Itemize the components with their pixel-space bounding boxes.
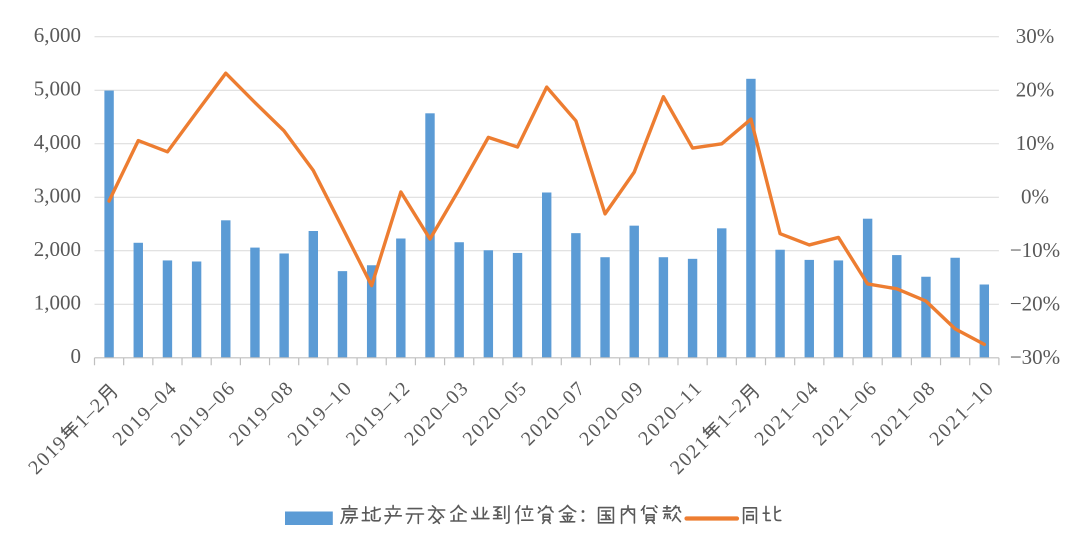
svg-text:4,000: 4,000 (34, 130, 81, 154)
svg-text:−10%: −10% (1010, 238, 1060, 262)
svg-text:5,000: 5,000 (34, 76, 81, 100)
svg-text:20%: 20% (1016, 77, 1055, 101)
svg-text:0%: 0% (1021, 184, 1049, 208)
svg-text:1,000: 1,000 (34, 290, 81, 314)
svg-text:2,000: 2,000 (34, 237, 81, 261)
svg-text:0: 0 (71, 344, 82, 368)
svg-text:10%: 10% (1016, 131, 1055, 155)
svg-text:3,000: 3,000 (34, 183, 81, 207)
svg-text:−20%: −20% (1010, 291, 1060, 315)
svg-text:30%: 30% (1016, 24, 1055, 48)
svg-text:−30%: −30% (1010, 345, 1060, 369)
svg-text:6,000: 6,000 (34, 23, 81, 47)
